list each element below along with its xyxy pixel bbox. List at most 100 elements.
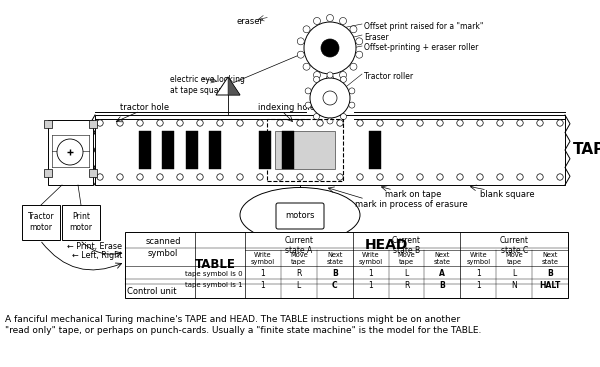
Text: scanned
symbol: scanned symbol (145, 237, 181, 258)
Text: ← Print, Erase: ← Print, Erase (67, 243, 122, 251)
Circle shape (157, 120, 163, 126)
Bar (44, 169, 52, 177)
Text: N: N (511, 280, 517, 290)
Circle shape (517, 120, 523, 126)
Text: Current
state A: Current state A (284, 236, 313, 255)
Circle shape (349, 102, 355, 108)
Text: motors: motors (285, 211, 315, 221)
Bar (267, 119, 343, 181)
Text: B: B (547, 269, 553, 279)
Polygon shape (216, 77, 240, 95)
Text: Next
state: Next state (542, 252, 559, 265)
Circle shape (257, 174, 263, 180)
Circle shape (327, 118, 333, 124)
Text: electric eye looking
at tape square: electric eye looking at tape square (170, 75, 245, 95)
Circle shape (477, 120, 483, 126)
Circle shape (297, 38, 304, 45)
Circle shape (337, 120, 343, 126)
Circle shape (497, 120, 503, 126)
Bar (89, 120, 97, 128)
Circle shape (157, 174, 163, 180)
Circle shape (305, 88, 311, 94)
Circle shape (303, 26, 310, 33)
Text: HEAD: HEAD (365, 238, 409, 252)
Text: R: R (404, 280, 409, 290)
Circle shape (177, 120, 183, 126)
Circle shape (341, 76, 347, 83)
Text: L: L (512, 269, 516, 279)
Text: 1: 1 (260, 269, 265, 279)
Circle shape (327, 72, 333, 78)
Text: 1: 1 (476, 280, 481, 290)
Bar (22, 205, 60, 240)
Text: Next
state: Next state (326, 252, 343, 265)
Text: mark in process of erasure: mark in process of erasure (355, 200, 468, 209)
Circle shape (137, 174, 143, 180)
Circle shape (304, 22, 356, 74)
Circle shape (350, 63, 357, 70)
Polygon shape (228, 77, 240, 95)
Circle shape (117, 120, 123, 126)
Text: 1: 1 (476, 269, 481, 279)
Text: eraser: eraser (236, 17, 263, 26)
Circle shape (117, 174, 123, 180)
Circle shape (305, 102, 311, 108)
Circle shape (217, 174, 223, 180)
Circle shape (197, 120, 203, 126)
Circle shape (357, 174, 363, 180)
Circle shape (277, 120, 283, 126)
Circle shape (97, 174, 103, 180)
Bar (62, 205, 100, 240)
Circle shape (477, 174, 483, 180)
Circle shape (310, 78, 350, 118)
Circle shape (321, 39, 339, 57)
Circle shape (517, 174, 523, 180)
Circle shape (356, 51, 363, 58)
Circle shape (197, 174, 203, 180)
Circle shape (537, 120, 543, 126)
Circle shape (557, 120, 563, 126)
Text: ← Left, Right: ← Left, Right (72, 251, 122, 261)
Circle shape (337, 174, 343, 180)
Circle shape (397, 120, 403, 126)
Circle shape (437, 174, 443, 180)
Bar (95, 115, 565, 185)
Circle shape (297, 51, 304, 58)
Circle shape (349, 88, 355, 94)
Text: tape symbol is 0: tape symbol is 0 (185, 271, 243, 277)
Bar (209, 131, 221, 169)
Circle shape (137, 120, 143, 126)
Bar (275, 131, 335, 169)
Text: 1: 1 (260, 280, 265, 290)
Bar (48, 120, 93, 185)
Circle shape (326, 15, 334, 22)
Circle shape (457, 174, 463, 180)
Text: Move
tape: Move tape (290, 252, 308, 265)
Text: L: L (404, 269, 409, 279)
Circle shape (313, 72, 320, 79)
FancyBboxPatch shape (276, 203, 324, 229)
Circle shape (357, 120, 363, 126)
Text: Offset print raised for a "mark": Offset print raised for a "mark" (364, 22, 484, 31)
Circle shape (437, 120, 443, 126)
Bar (125, 232, 568, 298)
Text: mark on tape: mark on tape (385, 190, 442, 199)
Bar (139, 131, 151, 169)
Circle shape (397, 174, 403, 180)
Circle shape (340, 72, 347, 79)
Circle shape (457, 120, 463, 126)
Bar (259, 131, 271, 169)
Text: Eraser: Eraser (364, 33, 389, 42)
Text: HALT: HALT (539, 280, 561, 290)
Circle shape (323, 91, 337, 105)
Circle shape (377, 120, 383, 126)
Circle shape (317, 120, 323, 126)
Circle shape (326, 75, 334, 81)
Circle shape (277, 174, 283, 180)
Text: Write
symbol: Write symbol (466, 252, 490, 265)
Circle shape (97, 120, 103, 126)
Circle shape (57, 139, 83, 165)
Bar (369, 131, 381, 169)
Circle shape (377, 174, 383, 180)
Text: L: L (297, 280, 301, 290)
